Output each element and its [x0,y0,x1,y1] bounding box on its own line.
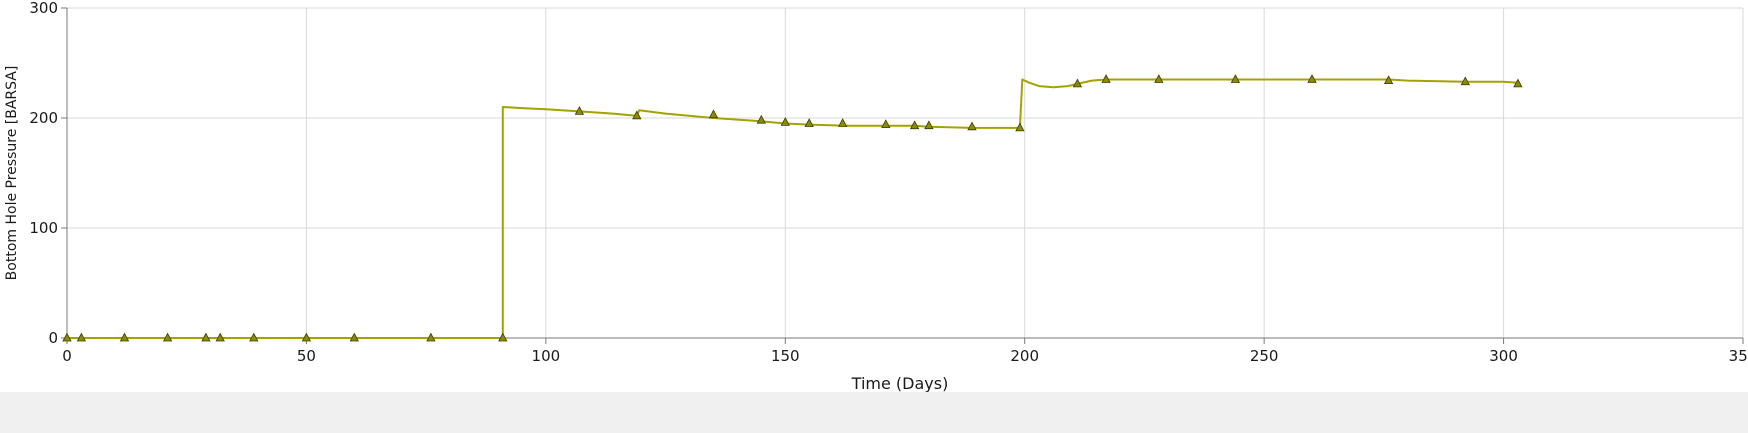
data-point-marker [1383,75,1394,84]
marker-layer [62,74,1523,342]
data-point-marker [924,120,934,130]
data-point-marker [62,332,72,342]
data-point-marker [756,114,766,124]
y-tick-label: 300 [29,0,58,17]
data-point-marker [1015,122,1025,132]
tick-label-layer: 0 50 100 150 200 250 300 350 0 100 200 300 [29,0,1748,365]
y-tick-label: 100 [29,219,58,237]
data-point-marker [780,117,790,126]
x-tick-label: 100 [532,347,561,365]
x-tick-label: 0 [62,347,72,365]
x-tick-label: 200 [1010,347,1039,365]
data-point-marker [498,332,508,342]
data-point-marker [967,121,977,131]
x-tick-label: 150 [771,347,800,365]
data-point-marker [1154,74,1164,83]
data-point-marker [881,119,891,128]
data-point-marker [349,332,359,342]
data-point-marker [804,118,814,127]
x-tick-label: 350 [1729,347,1748,365]
data-point-marker [909,120,920,130]
data-point-marker [1230,74,1241,83]
data-point-marker [215,332,225,342]
y-axis-label: Bottom Hole Pressure [BARSA] [4,66,20,281]
x-axis-label: Time (Days) [851,374,949,392]
data-point-marker [838,118,848,127]
data-point-marker [249,332,259,342]
data-point-marker [708,109,719,119]
y-tick-label: 200 [29,109,58,127]
x-tick-label: 250 [1250,347,1279,365]
grid-layer [66,7,1744,339]
data-point-marker [119,332,130,342]
data-point-marker [1460,76,1470,86]
data-point-marker [201,332,211,342]
bottom-hole-pressure-chart: 0 50 100 150 200 250 300 350 0 100 200 300 Time (Da… [4,0,1748,393]
data-point-marker [76,332,87,342]
data-point-marker [301,332,312,342]
chart-panel: 0 50 100 150 200 250 300 350 0 100 200 300 Time (Da… [0,0,1748,393]
data-point-marker [1307,74,1317,83]
data-point-marker [574,106,585,115]
data-point-marker [426,332,436,342]
x-tick-label: 300 [1489,347,1518,365]
x-tick-label: 50 [297,347,316,365]
axis-layer [61,7,1744,344]
y-tick-label: 0 [48,329,58,347]
data-point-marker [1513,78,1523,88]
data-point-marker [632,110,642,120]
data-point-marker [162,332,173,342]
data-point-marker [1101,74,1111,83]
footer-bar [0,392,1748,433]
data-point-marker [1072,78,1083,88]
